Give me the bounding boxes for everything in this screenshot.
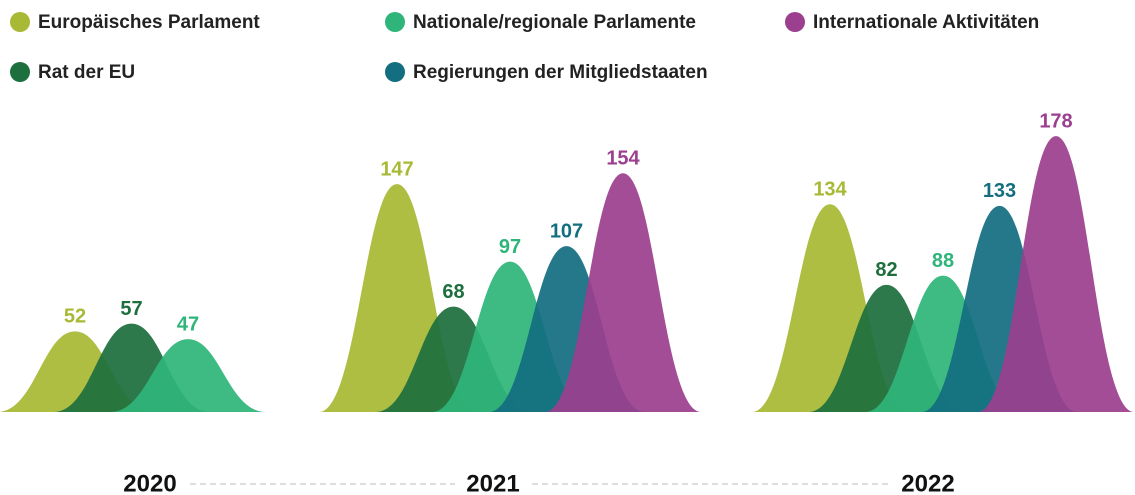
value-label: 154 (606, 148, 640, 170)
legend-label: Rat der EU (38, 62, 135, 83)
value-label: 147 (380, 158, 413, 180)
legend-swatch (10, 12, 30, 32)
year-label: 2022 (901, 470, 954, 495)
value-label: 47 (177, 313, 199, 335)
legend-label: Internationale Aktivitäten (813, 12, 1039, 33)
value-label: 133 (983, 180, 1016, 202)
value-label: 107 (550, 220, 583, 242)
peak (110, 339, 266, 412)
value-label: 134 (813, 179, 847, 201)
value-label: 97 (499, 236, 521, 258)
value-label: 88 (932, 250, 954, 272)
value-label: 82 (875, 259, 897, 281)
year-label: 2021 (466, 470, 519, 495)
value-label: 178 (1039, 110, 1072, 132)
peak (545, 173, 701, 412)
legend-label: Nationale/regionale Parlamente (413, 12, 696, 33)
year-label: 2020 (123, 470, 176, 495)
legend-swatch (385, 62, 405, 82)
legend-swatch (385, 12, 405, 32)
legend-swatch (785, 12, 805, 32)
peak (978, 136, 1134, 412)
legend-label: Europäisches Parlament (38, 12, 260, 33)
value-label: 52 (64, 306, 86, 328)
value-label: 68 (442, 281, 464, 303)
value-label: 57 (120, 298, 142, 320)
legend-swatch (10, 62, 30, 82)
legend-label: Regierungen der Mitgliedstaaten (413, 62, 708, 83)
